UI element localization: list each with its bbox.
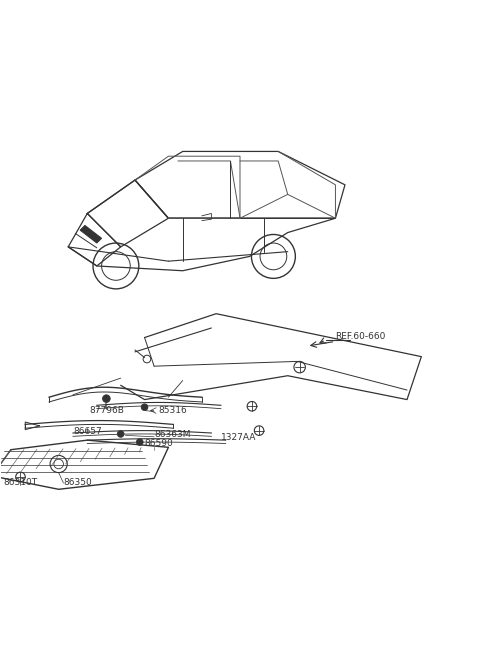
Circle shape [141,404,148,411]
Text: 86590: 86590 [144,440,173,448]
Circle shape [136,439,143,445]
Polygon shape [80,226,102,243]
Text: 86363M: 86363M [154,430,191,440]
Text: REF.60-660: REF.60-660 [336,333,386,341]
Text: 87796B: 87796B [89,406,124,415]
Text: 1327AA: 1327AA [221,433,256,442]
Text: 86350: 86350 [63,478,92,487]
Circle shape [117,430,124,438]
Circle shape [103,395,110,402]
Text: 86657: 86657 [73,427,102,436]
Text: 85316: 85316 [159,406,188,415]
Text: 86310T: 86310T [4,478,38,487]
